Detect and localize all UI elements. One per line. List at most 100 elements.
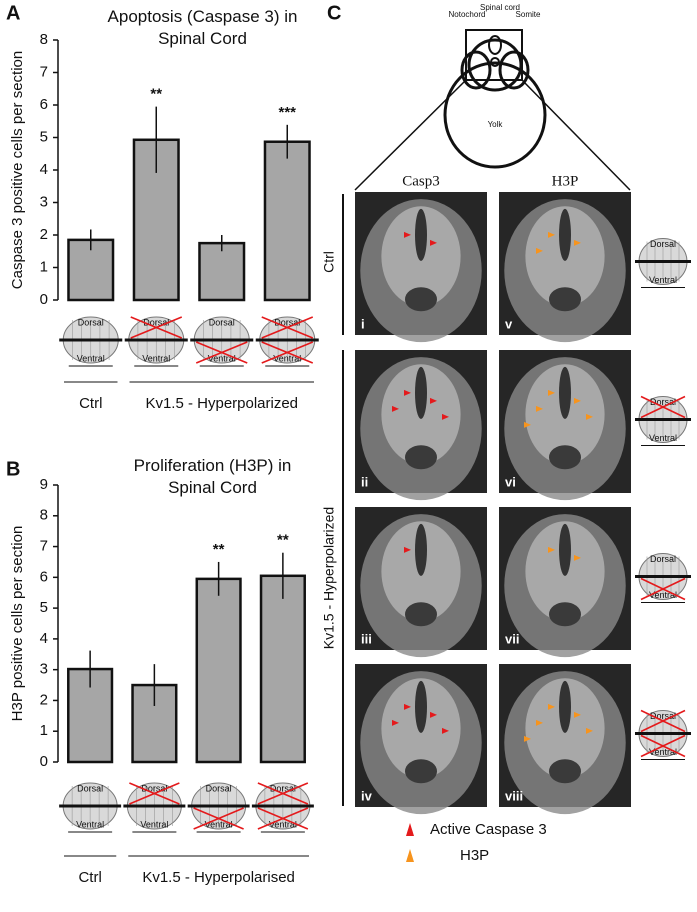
- image-label: ii: [361, 474, 368, 489]
- cell-marker: [548, 231, 555, 238]
- image-label: vi: [505, 474, 516, 489]
- column-header: H3P: [552, 173, 579, 189]
- chart-title: Apoptosis (Caspase 3) in Spinal Cord: [107, 7, 298, 48]
- neural-tube-lumen: [415, 208, 427, 261]
- icon-label: Ventral: [208, 353, 236, 363]
- icon-label: Dorsal: [206, 783, 232, 793]
- icon-label: Dorsal: [650, 397, 676, 407]
- significance: ***: [278, 104, 296, 121]
- y-axis-label: H3P positive cells per section: [9, 526, 26, 722]
- chart-title: Proliferation (H3P) in Spinal Cord: [133, 456, 292, 497]
- embryo-diagram: [354, 29, 631, 191]
- cell-marker: [536, 719, 543, 726]
- cell-marker: [586, 413, 593, 420]
- cross-mark: [261, 341, 314, 364]
- icon-label: Ventral: [269, 819, 297, 829]
- icon-label: Ventral: [649, 275, 677, 285]
- icon-label: Ventral: [77, 353, 105, 363]
- micrograph: ii: [355, 350, 487, 501]
- y-tick-label: 5: [40, 599, 48, 616]
- group-label: Ctrl: [79, 395, 102, 412]
- section-icon: Dorsal Ventral: [251, 782, 314, 833]
- cell-marker: [404, 231, 411, 238]
- y-axis-label: Caspase 3 positive cells per section: [9, 51, 26, 289]
- y-tick-label: 0: [40, 753, 48, 770]
- neural-tube-lumen: [415, 366, 427, 419]
- cell-marker: [524, 421, 531, 428]
- micrograph: iii: [355, 507, 487, 658]
- cell-marker: [524, 735, 531, 742]
- micrograph: viii: [499, 664, 631, 815]
- notochord: [549, 287, 581, 312]
- cross-mark: [261, 316, 314, 339]
- cell-marker: [404, 703, 411, 710]
- cell-marker: [548, 546, 555, 553]
- y-tick-label: 6: [40, 96, 48, 113]
- icon-label: Ventral: [140, 819, 168, 829]
- cell-marker: [404, 546, 411, 553]
- diagram-label: Somite: [516, 10, 541, 19]
- section-icon: Dorsal Ventral: [187, 782, 250, 833]
- icon-label: Ventral: [142, 353, 170, 363]
- legend-marker: [406, 849, 414, 862]
- cross-mark: [130, 316, 183, 339]
- section-icon: Dorsal Ventral: [123, 782, 186, 833]
- micrograph: vi: [499, 350, 631, 501]
- icon-label: Dorsal: [209, 317, 235, 327]
- notochord: [405, 602, 437, 627]
- significance: **: [277, 532, 289, 549]
- cell-marker: [574, 397, 581, 404]
- icon-label: Dorsal: [143, 317, 169, 327]
- panel-label: C: [327, 2, 341, 24]
- icon-label: Ventral: [273, 353, 301, 363]
- diagram-label: Spinal cord: [480, 3, 520, 12]
- cross-mark: [640, 709, 686, 733]
- y-tick-label: 1: [40, 258, 48, 275]
- y-tick-label: 8: [40, 507, 48, 524]
- section-icon: Dorsal Ventral: [124, 316, 188, 367]
- cell-marker: [442, 727, 449, 734]
- significance: **: [213, 541, 225, 558]
- cell-marker: [430, 239, 437, 246]
- cell-marker: [430, 397, 437, 404]
- notochord: [405, 445, 437, 470]
- section-icon: Dorsal Ventral: [635, 238, 691, 288]
- cross-mark: [193, 807, 244, 830]
- icon-label: Dorsal: [77, 783, 103, 793]
- cell-marker: [548, 389, 555, 396]
- y-tick-label: 3: [40, 193, 48, 210]
- image-label: viii: [505, 788, 523, 803]
- cross-mark: [640, 395, 686, 419]
- neural-tube-lumen: [559, 680, 571, 733]
- cross-mark: [640, 577, 686, 601]
- neural-tube-lumen: [415, 523, 427, 576]
- icon-label: Ventral: [649, 590, 677, 600]
- cross-mark: [257, 807, 309, 830]
- y-tick-label: 4: [40, 161, 48, 178]
- section-icon: Dorsal Ventral: [635, 553, 691, 603]
- cell-marker: [404, 389, 411, 396]
- icon-label: Ventral: [205, 819, 233, 829]
- cross-mark: [257, 782, 309, 805]
- image-label: v: [505, 316, 513, 331]
- y-tick-label: 3: [40, 661, 48, 678]
- section-icon: Dorsal Ventral: [59, 782, 122, 833]
- icon-label: Dorsal: [270, 783, 296, 793]
- image-label: i: [361, 316, 365, 331]
- cross-mark: [640, 734, 686, 758]
- bar: [195, 577, 242, 764]
- icon-label: Dorsal: [274, 317, 300, 327]
- bar: [263, 140, 311, 302]
- y-tick-label: 7: [40, 538, 48, 555]
- y-tick-label: 2: [40, 226, 48, 243]
- icon-label: Dorsal: [78, 317, 104, 327]
- micrograph: iv: [355, 664, 487, 815]
- y-tick-label: 7: [40, 63, 48, 80]
- notochord: [405, 287, 437, 312]
- icon-label: Dorsal: [650, 239, 676, 249]
- y-tick-label: 6: [40, 568, 48, 585]
- diagram-label: Yolk: [488, 120, 504, 129]
- micrograph: v: [499, 192, 631, 343]
- significance: **: [150, 86, 162, 103]
